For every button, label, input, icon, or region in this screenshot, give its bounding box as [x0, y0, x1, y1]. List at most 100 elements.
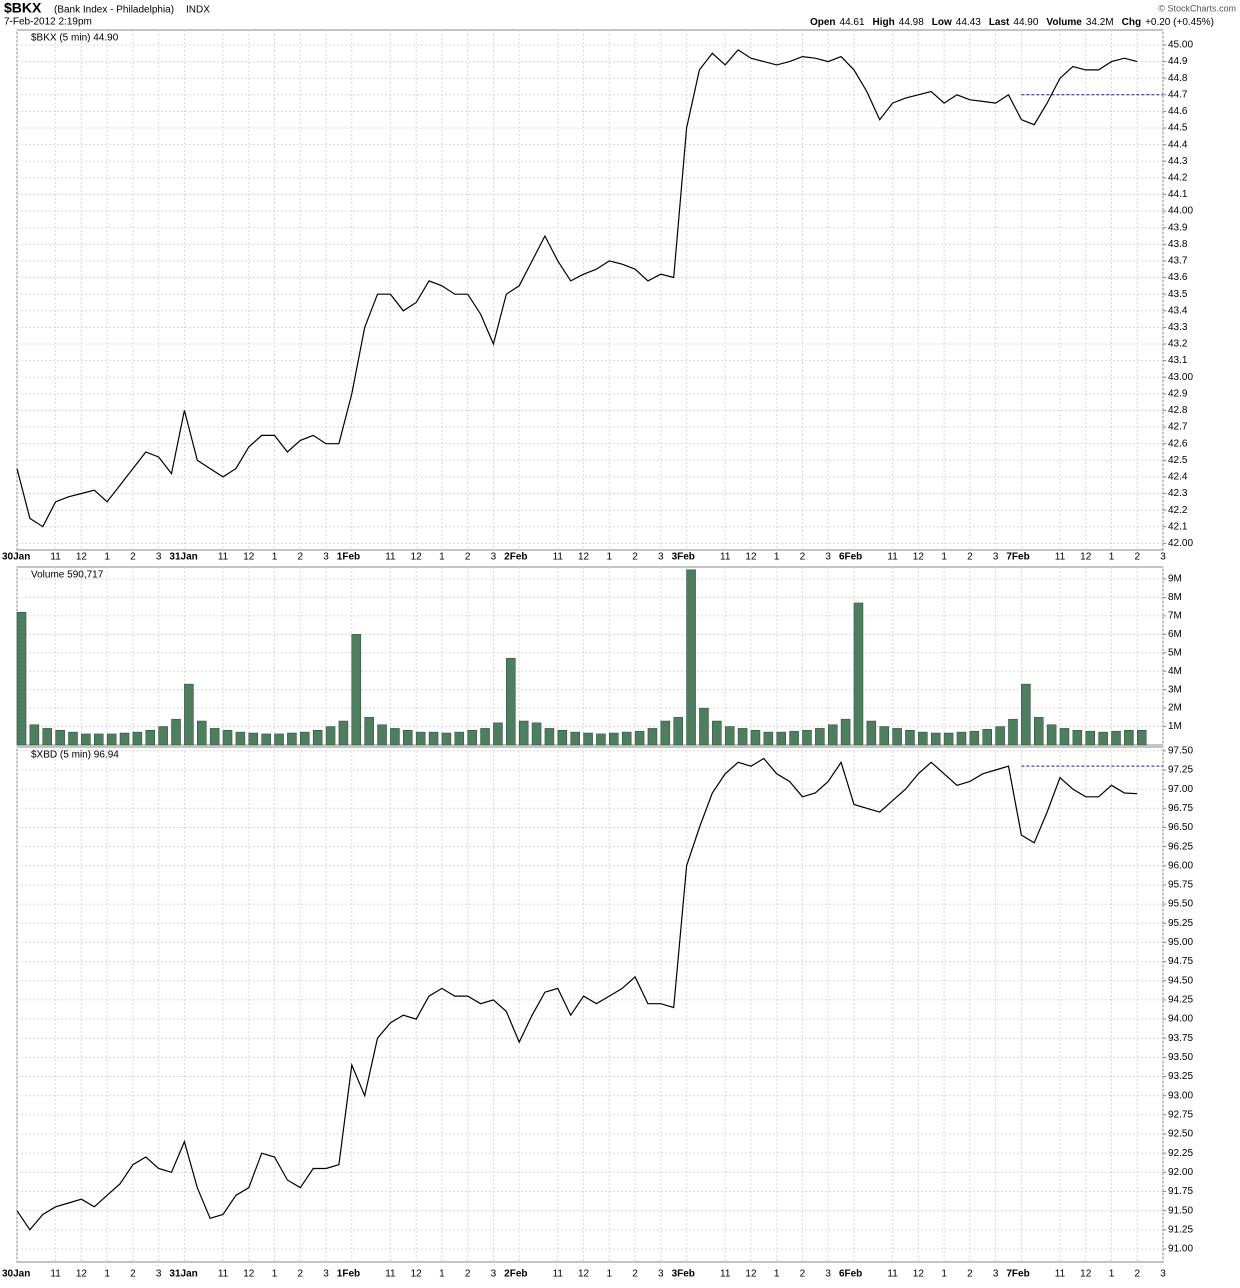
panel-title: Volume 590,717	[31, 570, 104, 581]
y-tick-label: 91.50	[1168, 1205, 1193, 1216]
volume-bar	[235, 731, 246, 746]
y-tick-label: 95.25	[1168, 918, 1193, 929]
volume-bar	[621, 731, 632, 746]
volume-bar	[480, 728, 490, 746]
x-tick-label: 31Jan	[169, 1269, 197, 1280]
x-tick-label: 12	[1080, 552, 1092, 563]
volume-bar	[403, 729, 413, 746]
x-tick-label: 3	[491, 1269, 497, 1280]
x-tick-label: 11	[887, 552, 898, 563]
x-tick-label: 3	[825, 1269, 831, 1280]
quote-label: Chg	[1122, 17, 1141, 28]
volume-bar	[596, 733, 606, 746]
volume-bar	[81, 733, 91, 746]
volume-bar	[1008, 718, 1018, 746]
y-tick-label: 91.00	[1168, 1244, 1193, 1255]
y-tick-label: 92.75	[1168, 1109, 1193, 1120]
volume-bar	[943, 732, 954, 746]
x-tick-label: 3	[323, 552, 329, 563]
x-tick-label: 2	[967, 1269, 973, 1280]
y-tick-label: 94.00	[1168, 1014, 1193, 1025]
y-tick-label: 42.00	[1168, 538, 1193, 549]
x-tick-label: 12	[411, 552, 423, 563]
volume-bar	[158, 726, 168, 746]
y-tick-label: 94.25	[1168, 995, 1193, 1006]
volume-bar	[634, 730, 645, 746]
volume-bar	[1085, 730, 1096, 746]
volume-bar	[42, 728, 53, 746]
x-tick-label: 12	[76, 1269, 88, 1280]
x-tick-label: 11	[720, 1269, 731, 1280]
x-tick-label: 12	[745, 1269, 757, 1280]
volume-bar	[300, 731, 310, 746]
x-tick-label: 1	[1109, 552, 1115, 563]
price-line	[16, 757, 1138, 1231]
volume-bar	[750, 729, 761, 746]
volume-bar	[802, 729, 812, 746]
x-tick-label: 12	[411, 1269, 423, 1280]
y-tick-label: 91.25	[1168, 1224, 1193, 1235]
x-tick-label: 2	[632, 552, 638, 563]
quote-label: High	[873, 17, 895, 28]
volume-bar	[1021, 683, 1031, 746]
x-tick-label: 11	[720, 552, 731, 563]
y-tick-label: 6M	[1168, 629, 1182, 640]
y-tick-label: 43.00	[1168, 372, 1193, 383]
y-tick-label: 95.75	[1168, 880, 1193, 891]
quote-value: 44.43	[956, 17, 981, 28]
volume-bar	[557, 729, 568, 746]
y-tick-label: 7M	[1168, 611, 1182, 622]
volume-bar	[699, 707, 709, 746]
volume-bar	[1072, 729, 1083, 746]
x-tick-label: 3	[491, 552, 497, 563]
y-tick-label: 43.4	[1168, 305, 1188, 316]
volume-bar	[493, 722, 503, 746]
volume-bar	[390, 728, 400, 746]
volume-bar	[609, 732, 619, 746]
volume-bar	[467, 729, 477, 746]
quote-label: Last	[989, 17, 1010, 28]
y-tick-label: 42.4	[1168, 472, 1188, 483]
volume-bar	[29, 724, 40, 746]
x-tick-label: 12	[745, 552, 757, 563]
volume-bar	[879, 726, 889, 746]
x-tick-label: 12	[243, 1269, 255, 1280]
quote: Open 44.61 High 44.98 Low 44.43 Last 44.90 Volum…	[810, 17, 1214, 28]
x-tick-label: 1	[104, 552, 110, 563]
y-tick-label: 94.50	[1168, 975, 1193, 986]
y-tick-label: 44.8	[1168, 73, 1188, 84]
x-tick-label: 3	[323, 1269, 329, 1280]
volume-bar	[454, 731, 465, 746]
volume-bar	[763, 731, 774, 746]
x-tick-label: 12	[243, 552, 255, 563]
y-tick-label: 43.7	[1168, 256, 1188, 267]
volume-bar	[222, 729, 233, 746]
volume-bar	[776, 731, 786, 746]
x-tick-label: 1	[1109, 1269, 1115, 1280]
x-tick-label: 7Feb	[1006, 552, 1029, 563]
volume-bar	[16, 611, 27, 746]
y-tick-label: 93.00	[1168, 1090, 1193, 1101]
x-tick-label: 1	[941, 552, 947, 563]
x-tick-label: 11	[553, 1269, 564, 1280]
x-tick-label: 11	[385, 552, 396, 563]
y-tick-label: 42.5	[1168, 455, 1188, 466]
volume-bar	[325, 726, 336, 746]
volume-bar	[570, 731, 580, 746]
volume-bar	[1059, 728, 1070, 746]
y-tick-label: 1M	[1168, 721, 1182, 732]
volume-bar	[982, 729, 992, 746]
x-tick-label: 6Feb	[839, 1269, 862, 1280]
volume-bar	[287, 732, 297, 746]
y-tick-label: 43.5	[1168, 289, 1188, 300]
y-tick-label: 43.2	[1168, 339, 1188, 350]
x-tick-label: 2	[297, 1269, 303, 1280]
y-tick-label: 42.8	[1168, 405, 1188, 416]
quote-value: 44.90	[1013, 17, 1038, 28]
volume-bar	[531, 722, 542, 746]
quote-value: 44.61	[840, 17, 865, 28]
y-tick-label: 96.25	[1168, 841, 1193, 852]
volume-bar	[1124, 729, 1134, 746]
y-tick-label: 44.7	[1168, 89, 1188, 100]
